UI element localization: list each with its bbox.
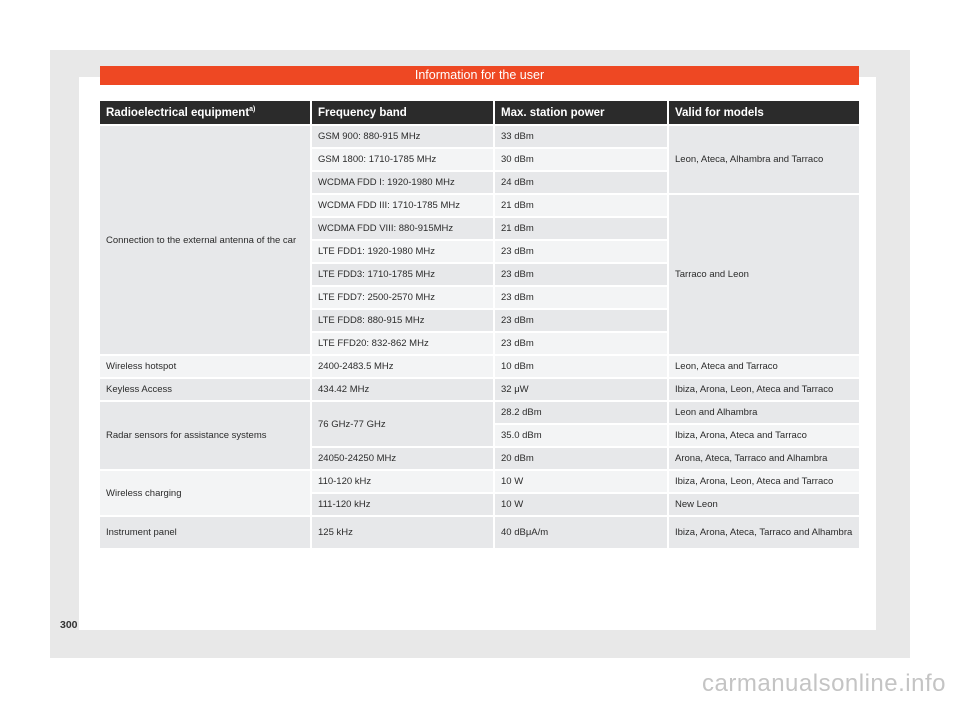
header-equipment: Radioelectrical equipmenta) [100,101,312,126]
power-cell: 23 dBm [495,241,669,264]
table-header-row: Radioelectrical equipmenta) Frequency ba… [100,101,859,126]
table-row: 35.0 dBm Ibiza, Arona, Ateca and Tarraco [100,425,859,448]
band-cell: LTE FDD1: 1920-1980 MHz [312,241,495,264]
models-cell: New Leon [669,494,859,517]
power-cell: 40 dBμA/m [495,517,669,550]
band-cell: 76 GHz-77 GHz [312,402,495,448]
page-number: 300 [60,619,78,631]
equipment-cell: Keyless Access [100,379,312,402]
table-row: WCDMA FDD III: 1710-1785 MHz 21 dBm Tarr… [100,195,859,356]
models-cell: Tarraco and Leon [669,195,859,356]
equipment-cell: Instrument panel [100,517,312,550]
header-valid-models: Valid for models [669,101,859,126]
radio-equipment-table: Radioelectrical equipmenta) Frequency ba… [100,101,859,550]
table-row: LTE FDD8: 880-915 MHz 23 dBm [100,310,859,333]
power-cell: 23 dBm [495,333,669,356]
table-row: LTE FDD3: 1710-1785 MHz 23 dBm [100,264,859,287]
band-cell: 110-120 kHz [312,471,495,494]
power-cell: 28.2 dBm [495,402,669,425]
table-row: Wireless hotspot 2400-2483.5 MHz 10 dBm … [100,356,859,379]
band-cell: 125 kHz [312,517,495,550]
table-row: 111-120 kHz 10 W New Leon [100,494,859,517]
power-cell: 21 dBm [495,195,669,218]
header-frequency-band: Frequency band [312,101,495,126]
power-cell: 10 dBm [495,356,669,379]
power-cell: 24 dBm [495,172,669,195]
watermark: carmanualsonline.info [702,670,946,697]
equipment-cell: Wireless hotspot [100,356,312,379]
power-cell: 10 W [495,471,669,494]
models-cell: Ibiza, Arona, Ateca, Tarraco and Alhambr… [669,517,859,550]
band-cell: GSM 1800: 1710-1785 MHz [312,149,495,172]
table-row: Keyless Access 434.42 MHz 32 μW Ibiza, A… [100,379,859,402]
models-cell: Arona, Ateca, Tarraco and Alhambra [669,448,859,471]
power-cell: 30 dBm [495,149,669,172]
band-cell: 24050-24250 MHz [312,448,495,471]
band-cell: LTE FFD20: 832-862 MHz [312,333,495,356]
band-cell: LTE FDD8: 880-915 MHz [312,310,495,333]
models-cell: Leon, Ateca, Alhambra and Tarraco [669,126,859,195]
band-cell: LTE FDD3: 1710-1785 MHz [312,264,495,287]
table-row: LTE FDD7: 2500-2570 MHz 23 dBm [100,287,859,310]
band-cell: 111-120 kHz [312,494,495,517]
power-cell: 23 dBm [495,287,669,310]
table-row: GSM 1800: 1710-1785 MHz 30 dBm [100,149,859,172]
power-cell: 20 dBm [495,448,669,471]
table-row: 24050-24250 MHz 20 dBm Arona, Ateca, Tar… [100,448,859,471]
equipment-cell: Connection to the external antenna of th… [100,126,312,356]
header-max-station-power: Max. station power [495,101,669,126]
table-row: Wireless charging 110-120 kHz 10 W Ibiza… [100,471,859,517]
band-cell: LTE FDD7: 2500-2570 MHz [312,287,495,310]
models-cell: Leon, Ateca and Tarraco [669,356,859,379]
models-cell: Ibiza, Arona, Leon, Ateca and Tarraco [669,379,859,402]
band-cell: GSM 900: 880-915 MHz [312,126,495,149]
models-cell: Ibiza, Arona, Leon, Ateca and Tarraco [669,471,859,494]
equipment-cell: Radar sensors for assistance systems [100,402,312,471]
section-banner: Information for the user [100,66,859,85]
power-cell: 23 dBm [495,264,669,287]
equipment-cell: Wireless charging [100,471,312,517]
power-cell: 35.0 dBm [495,425,669,448]
table-row: Instrument panel 125 kHz 40 dBμA/m Ibiza… [100,517,859,550]
band-cell: 2400-2483.5 MHz [312,356,495,379]
power-cell: 23 dBm [495,310,669,333]
power-cell: 10 W [495,494,669,517]
table-row: WCDMA FDD I: 1920-1980 MHz 24 dBm [100,172,859,195]
band-cell: 434.42 MHz [312,379,495,402]
models-cell: Leon and Alhambra [669,402,859,425]
power-cell: 32 μW [495,379,669,402]
power-cell: 33 dBm [495,126,669,149]
power-cell: 21 dBm [495,218,669,241]
footnote-marker: a) [249,106,256,114]
table-row: Connection to the external antenna of th… [100,126,859,356]
table-row: LTE FFD20: 832-862 MHz 23 dBm [100,333,859,356]
band-cell: WCDMA FDD I: 1920-1980 MHz [312,172,495,195]
table-row: LTE FDD1: 1920-1980 MHz 23 dBm [100,241,859,264]
band-cell: WCDMA FDD VIII: 880-915MHz [312,218,495,241]
table-row: WCDMA FDD VIII: 880-915MHz 21 dBm [100,218,859,241]
models-cell: Ibiza, Arona, Ateca and Tarraco [669,425,859,448]
band-cell: WCDMA FDD III: 1710-1785 MHz [312,195,495,218]
table-row: Radar sensors for assistance systems 76 … [100,402,859,471]
